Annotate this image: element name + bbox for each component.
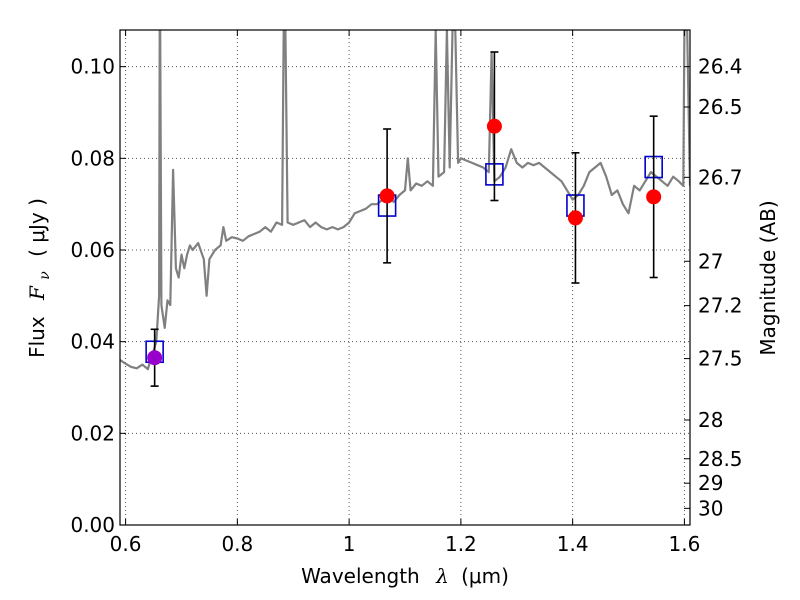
x-tick-label: 1.6 [669, 532, 701, 556]
y2-tick-label: 27.5 [698, 347, 743, 371]
x-tick-label: 0.6 [110, 532, 142, 556]
y-tick-label: 0.08 [70, 146, 115, 170]
y-axis-subscript: ν [37, 271, 53, 280]
x-axis-title: Wavelength λ (μm) [301, 564, 509, 588]
y2-tick-label: 30 [698, 496, 723, 520]
observed-point [646, 189, 662, 205]
x-axis-unit: (μm) [461, 564, 509, 588]
plot-frame [119, 29, 691, 526]
y-tick-label: 0.06 [70, 238, 115, 262]
y-axis-unit: ( μJy ) [25, 198, 49, 257]
y-tick-label: 0.00 [70, 513, 115, 537]
ticks-layer: 0.6 0.8 1 1.2 1.4 1.6 0.00 0.02 0.04 0.06 0.08 0.10… [70, 30, 743, 556]
y-axis-title: Flux F ν ( μJy ) [25, 198, 54, 358]
observed-point [486, 118, 502, 134]
y-tick-label: 0.02 [70, 421, 115, 445]
x-axis-symbol: λ [435, 564, 449, 588]
x-tick-label: 1.2 [445, 532, 477, 556]
y2-tick-label: 27.2 [698, 294, 743, 318]
y2-tick-label: 29 [698, 471, 723, 495]
y2-tick-label: 27 [698, 249, 723, 273]
observed-point [379, 188, 395, 204]
y2-axis-title: Magnitude (AB) [756, 200, 780, 355]
x-tick-label: 0.8 [221, 532, 253, 556]
data-points-layer [145, 51, 663, 387]
y2-tick-label: 26.5 [698, 95, 743, 119]
y-tick-label: 0.10 [70, 55, 115, 79]
y-axis-symbol: F [25, 285, 49, 301]
x-tick-label: 1.4 [557, 532, 589, 556]
observed-point [147, 350, 163, 366]
spectrum-layer [120, 30, 690, 371]
y2-tick-label: 26.4 [698, 55, 743, 79]
y2-tick-label: 26.7 [698, 165, 743, 189]
observed-point [567, 210, 583, 226]
x-tick-label: 1 [343, 532, 356, 556]
y-axis-label: Flux [25, 316, 49, 358]
y2-tick-label: 28 [698, 408, 723, 432]
y-tick-label: 0.04 [70, 330, 115, 354]
y2-tick-label: 28.5 [698, 447, 743, 471]
spectrum-line [120, 30, 690, 371]
x-axis-label: Wavelength [301, 564, 420, 588]
